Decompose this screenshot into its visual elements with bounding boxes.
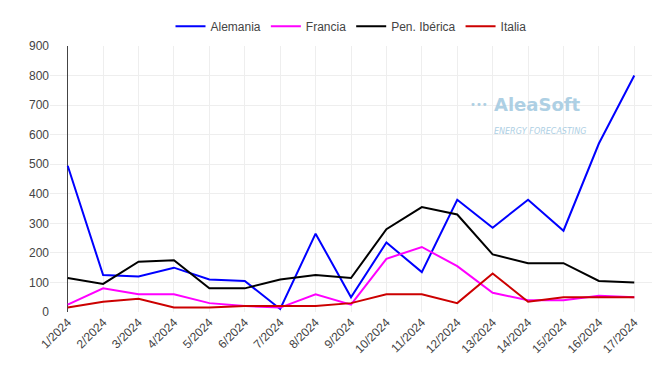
svg-text:500: 500 <box>29 157 49 171</box>
svg-text:3/2024: 3/2024 <box>109 315 145 351</box>
svg-text:Francia: Francia <box>306 20 346 34</box>
svg-text:•••: ••• <box>470 99 488 110</box>
svg-text:10/2024: 10/2024 <box>352 315 393 356</box>
svg-text:100: 100 <box>29 276 49 290</box>
svg-text:800: 800 <box>29 69 49 83</box>
svg-text:9/2024: 9/2024 <box>322 315 358 351</box>
svg-text:12/2024: 12/2024 <box>423 315 464 356</box>
svg-text:15/2024: 15/2024 <box>529 315 570 356</box>
svg-text:AleaSoft: AleaSoft <box>494 94 581 115</box>
svg-text:5/2024: 5/2024 <box>180 315 216 351</box>
svg-text:600: 600 <box>29 128 49 142</box>
svg-text:7/2024: 7/2024 <box>251 315 287 351</box>
svg-text:400: 400 <box>29 187 49 201</box>
svg-text:4/2024: 4/2024 <box>144 315 180 351</box>
svg-text:900: 900 <box>29 39 49 53</box>
svg-text:8/2024: 8/2024 <box>286 315 322 351</box>
svg-text:14/2024: 14/2024 <box>494 315 535 356</box>
svg-text:1/2024: 1/2024 <box>38 315 74 351</box>
svg-text:Italia: Italia <box>501 20 527 34</box>
svg-text:16/2024: 16/2024 <box>565 315 606 356</box>
svg-text:Alemania: Alemania <box>211 20 261 34</box>
svg-text:11/2024: 11/2024 <box>388 315 428 355</box>
svg-text:700: 700 <box>29 98 49 112</box>
svg-text:13/2024: 13/2024 <box>458 315 499 356</box>
svg-text:17/2024: 17/2024 <box>600 315 641 356</box>
svg-text:2/2024: 2/2024 <box>74 315 110 351</box>
svg-text:300: 300 <box>29 217 49 231</box>
svg-text:0: 0 <box>42 305 49 319</box>
svg-text:Pen. Ibérica: Pen. Ibérica <box>391 20 455 34</box>
svg-text:ENERGY FORECASTING: ENERGY FORECASTING <box>494 127 586 136</box>
svg-text:6/2024: 6/2024 <box>215 315 251 351</box>
svg-text:200: 200 <box>29 246 49 260</box>
